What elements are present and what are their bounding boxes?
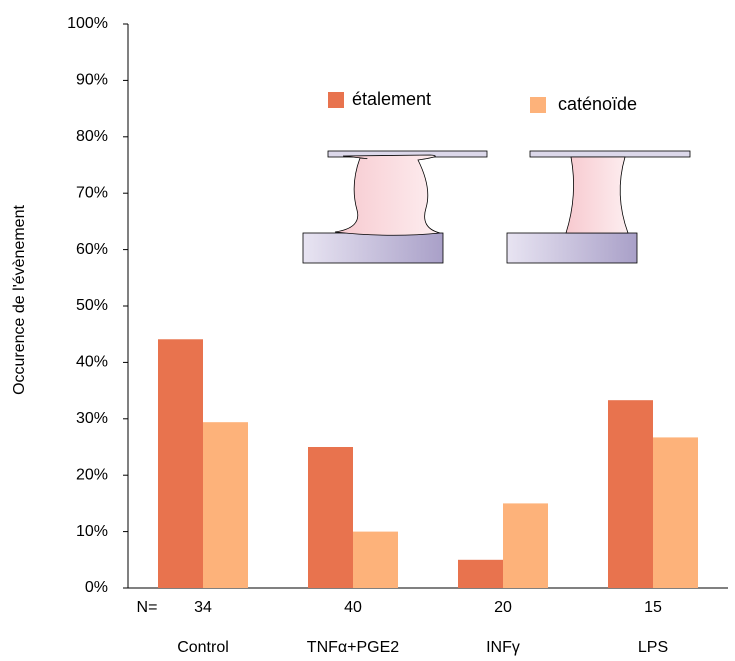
bar [608, 400, 653, 588]
y-tick-label: 40% [76, 354, 108, 371]
bar [158, 339, 203, 588]
n-value: 20 [494, 599, 512, 616]
bar [653, 437, 698, 588]
bar [503, 503, 548, 588]
illustration-catenoid [506, 150, 691, 264]
y-axis-label: Occurence de l'évènement [11, 205, 28, 395]
y-tick-label: 60% [76, 241, 108, 258]
n-value: 34 [194, 599, 212, 616]
legend-label: étalement [352, 89, 431, 109]
y-tick-label: 100% [67, 15, 108, 32]
y-tick-label: 90% [76, 72, 108, 89]
legend-swatch [530, 97, 546, 113]
y-tick-label: 30% [76, 410, 108, 427]
illustration-spreading [302, 150, 488, 264]
n-value: 40 [344, 599, 362, 616]
bar [308, 447, 353, 588]
bar [353, 531, 398, 588]
x-tick-label: INFγ [486, 639, 520, 656]
y-tick-label: 70% [76, 184, 108, 201]
x-tick-label: Control [177, 639, 229, 656]
y-tick-label: 50% [76, 297, 108, 314]
y-tick-label: 80% [76, 128, 108, 145]
bar [203, 422, 248, 588]
n-label: N= [137, 599, 158, 616]
y-tick-label: 0% [85, 579, 108, 596]
x-tick-label: LPS [638, 639, 668, 656]
y-tick-label: 20% [76, 466, 108, 483]
x-tick-label: TNFα+PGE2 [307, 639, 399, 656]
bar [458, 559, 503, 588]
legend-label: caténoïde [558, 94, 637, 114]
y-tick-label: 10% [76, 523, 108, 540]
legend-swatch [328, 92, 344, 108]
n-value: 15 [644, 599, 662, 616]
